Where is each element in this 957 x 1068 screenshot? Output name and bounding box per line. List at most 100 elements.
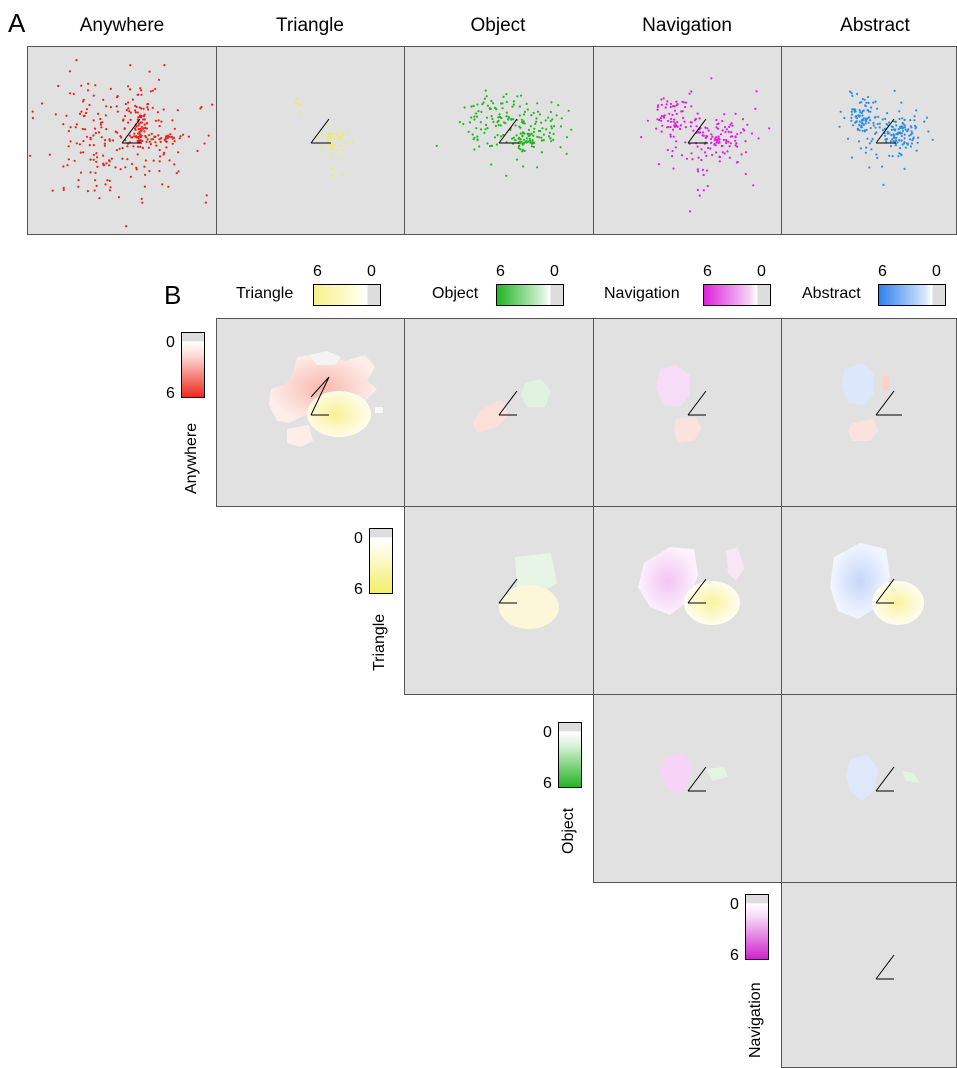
- scatter-point: [900, 134, 903, 138]
- scatter-point: [138, 106, 141, 109]
- scatter-point: [482, 101, 485, 104]
- scatter-point: [146, 138, 149, 141]
- scatter-point: [121, 147, 124, 150]
- scatter-point: [544, 119, 547, 122]
- scatter-point: [100, 126, 103, 129]
- scatter-point: [871, 137, 874, 141]
- scatter-point: [768, 127, 771, 130]
- scatter-point: [519, 126, 522, 129]
- scatter-point: [81, 127, 84, 131]
- scatter-point: [135, 125, 138, 128]
- scatter-point: [525, 137, 528, 140]
- scatter-point: [168, 135, 171, 138]
- scatter-point: [165, 140, 168, 143]
- scatter-point: [486, 127, 489, 130]
- scatter-point: [137, 116, 140, 119]
- scatter-point: [352, 140, 355, 144]
- scatter-point: [850, 116, 853, 119]
- scatter-point: [886, 124, 889, 127]
- scatter-point: [135, 136, 138, 139]
- scatter-point: [97, 131, 101, 134]
- scatter-point: [168, 159, 171, 162]
- scatter-point: [519, 148, 522, 151]
- scatter-point: [179, 135, 182, 138]
- scatter-point: [173, 127, 176, 130]
- scatter-point: [522, 138, 526, 141]
- scatter-point: [680, 110, 683, 113]
- scatter-point: [530, 114, 533, 117]
- scatter-point: [900, 139, 903, 142]
- scatter-point: [75, 123, 78, 126]
- colorbar-tick-max: 6: [313, 263, 322, 280]
- scatter-point: [700, 148, 703, 151]
- scatter-point: [696, 170, 700, 173]
- scatter-point: [478, 145, 481, 148]
- scatter-point: [528, 134, 531, 137]
- scatter-point: [734, 112, 737, 115]
- scatter-point: [158, 124, 161, 128]
- scatter-point: [157, 78, 161, 81]
- scatter-point: [516, 95, 519, 98]
- scatter-point: [560, 117, 563, 120]
- scatter-point: [122, 118, 125, 121]
- scatter-point: [31, 110, 34, 113]
- scatter-point: [655, 127, 658, 130]
- scatter-point: [884, 117, 887, 120]
- scatter-point: [523, 149, 526, 153]
- column-title-anywhere: Anywhere: [79, 15, 165, 36]
- scatter-point: [545, 128, 548, 131]
- scatter-point: [664, 106, 667, 109]
- scatter-point: [711, 153, 714, 157]
- scatter-point: [690, 90, 693, 93]
- heatmap-anywhere-triangle: [216, 318, 405, 507]
- scatter-point: [467, 130, 470, 133]
- scatter-point: [746, 123, 749, 126]
- scatter-point: [705, 169, 709, 172]
- scatter-point: [697, 156, 700, 159]
- scatter-point: [856, 92, 859, 96]
- scatter-point: [127, 107, 130, 110]
- colorbar-tick-max: 6: [878, 263, 887, 280]
- scatter-point: [735, 142, 738, 145]
- scatter-point: [893, 89, 896, 92]
- scatter-point: [93, 127, 97, 130]
- scatter-point: [548, 131, 551, 134]
- scatter-point: [702, 131, 705, 134]
- scatter-point: [138, 130, 141, 133]
- scatter-point: [850, 119, 853, 122]
- scatter-point: [535, 117, 538, 120]
- scatter-point: [850, 92, 853, 95]
- scatter-point: [722, 138, 725, 142]
- scatter-point: [77, 185, 80, 188]
- scatter-point: [498, 113, 501, 116]
- scatter-point: [531, 138, 534, 142]
- heatmap-anywhere-object: [404, 318, 594, 507]
- scatter-point: [675, 112, 678, 115]
- scatter-point: [925, 116, 929, 119]
- scatter-point: [736, 145, 739, 148]
- scatter-point: [496, 121, 499, 124]
- scatter-point: [727, 140, 730, 143]
- scatter-point: [160, 120, 163, 123]
- scatter-point: [160, 137, 163, 140]
- scatter-point: [163, 64, 166, 67]
- scatter-point: [136, 93, 139, 96]
- scatter-point: [331, 147, 334, 150]
- scatter-point: [876, 123, 879, 126]
- scatter-point: [98, 197, 101, 200]
- reference-triangle-lines: [310, 118, 331, 144]
- scatter-point: [891, 126, 894, 129]
- scatter-point: [657, 163, 661, 166]
- scatter-point: [517, 147, 520, 150]
- scatter-point: [133, 135, 136, 138]
- scatter-point: [909, 119, 912, 122]
- scatter-point: [518, 105, 521, 108]
- scatter-point: [331, 168, 334, 171]
- scatter-point: [108, 159, 111, 162]
- scatter-point: [128, 134, 131, 137]
- scatter-point: [96, 165, 99, 168]
- scatter-point: [701, 168, 704, 171]
- scatter-point: [684, 105, 687, 109]
- scatter-point: [65, 114, 68, 117]
- scatter-point: [887, 121, 891, 124]
